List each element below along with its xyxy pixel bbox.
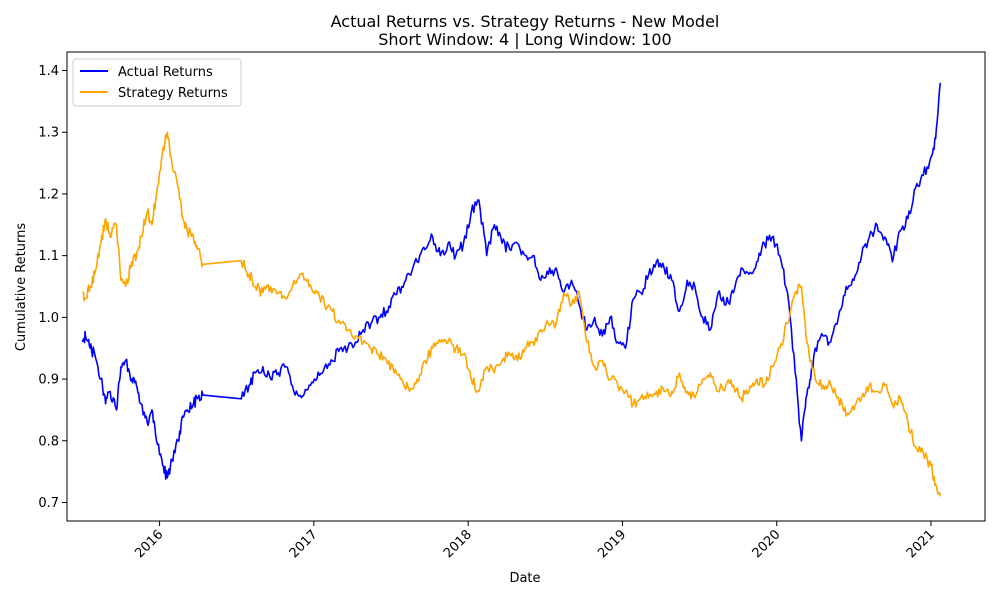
y-tick-label-0.7: 0.7 (38, 496, 59, 511)
chart-title: Actual Returns vs. Strategy Returns - Ne… (331, 12, 720, 31)
legend-box (72, 58, 242, 107)
x-tick-label-2017: 2017 (287, 527, 321, 561)
y-tick-label-1.1: 1.1 (38, 249, 59, 264)
y-axis-ticks: 0.7 0.8 0.9 1.0 1.1 1.2 1.3 1.4 (38, 64, 67, 511)
legend-label-strategy-returns: Strategy Returns (118, 86, 228, 101)
y-tick-label-1.4: 1.4 (38, 64, 59, 79)
legend-label-actual-returns: Actual Returns (118, 65, 213, 80)
axes-frame (66, 51, 986, 522)
y-tick-label-0.8: 0.8 (38, 434, 59, 449)
x-tick-label-2018: 2018 (441, 527, 475, 561)
x-tick-label-2019: 2019 (595, 527, 629, 561)
x-tick-label-2020: 2020 (750, 527, 784, 561)
y-axis-label: Cumulative Returns (14, 223, 29, 351)
series-line-strategy-returns (81, 131, 942, 497)
plot-area (67, 52, 985, 521)
series-layer (81, 82, 942, 497)
x-axis-label: Date (509, 571, 540, 586)
y-tick-label-0.9: 0.9 (38, 373, 59, 388)
legend: Actual Returns Strategy Returns (72, 58, 242, 107)
series-line-actual-returns (81, 82, 942, 480)
y-tick-label-1.0: 1.0 (38, 311, 59, 326)
x-tick-label-2016: 2016 (132, 527, 166, 561)
chart-subtitle: Short Window: 4 | Long Window: 100 (378, 30, 671, 49)
x-axis-ticks: 2016 2017 2018 2019 2020 2021 (132, 521, 938, 561)
x-tick-label-2021: 2021 (904, 527, 938, 561)
y-tick-label-1.2: 1.2 (38, 187, 59, 202)
y-tick-label-1.3: 1.3 (38, 126, 59, 141)
